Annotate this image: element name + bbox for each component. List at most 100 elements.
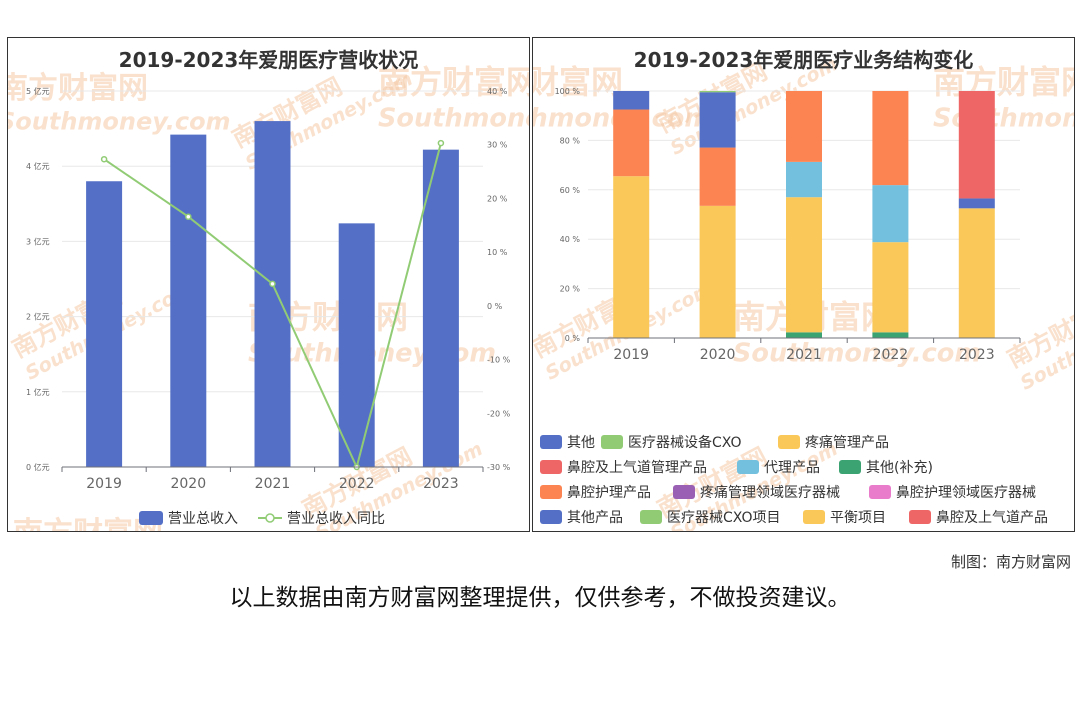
structure-bar-segment — [958, 198, 995, 209]
left-y-tick-label: 0 亿元 — [26, 462, 50, 472]
left-watermark-en: Southmoney.com — [8, 108, 231, 136]
left-x-tick-label: 2019 — [86, 476, 122, 492]
structure-bar-segment — [613, 109, 650, 177]
left-y-tick-label: 3 亿元 — [26, 236, 50, 246]
legend-label-structure: 鼻腔及上气道管理产品 — [567, 459, 707, 476]
right-y-tick-label: -10 % — [487, 356, 511, 365]
structure-bar-segment — [699, 147, 736, 206]
yoy-point — [437, 139, 445, 147]
right-y-tick-label: 60 % — [560, 186, 581, 195]
structure-bar-segment — [872, 242, 909, 333]
revenue-bar — [86, 181, 123, 468]
revenue-chart-title: 2019-2023年爱朋医疗营收状况 — [118, 48, 419, 72]
legend-swatch-structure — [640, 510, 662, 524]
right-x-tick-label: 2020 — [700, 347, 736, 363]
revenue-chart-svg: 南方财富网Southmoney.com南方财富网Southmoney.com南方… — [8, 63, 529, 531]
right-y-tick-label: -30 % — [487, 463, 511, 472]
structure-chart-panel: 南方财富网Southmoney.com南方财富网Southmoney.com南方… — [532, 37, 1075, 532]
structure-bar-segment — [958, 208, 995, 338]
right-y-tick-label: 10 % — [487, 248, 508, 257]
right-watermark-cn: 南方财富网 — [533, 63, 623, 101]
yoy-point — [185, 213, 192, 220]
yoy-point — [269, 280, 276, 288]
left-watermark-en: Southmoney.com — [378, 104, 529, 134]
legend-swatch-structure — [803, 510, 825, 524]
legend-label-revenue: 营业总收入 — [168, 511, 238, 527]
disclaimer-text: 以上数据由南方财富网整理提供，仅供参考，不做投资建议。 — [229, 585, 851, 611]
left-y-tick-label: 2 亿元 — [26, 312, 50, 322]
legend-label-structure: 代理产品 — [764, 460, 820, 476]
left-y-tick-label: 1 亿元 — [26, 387, 50, 397]
structure-bar-segment — [872, 91, 909, 186]
legend-label-structure: 鼻腔护理产品 — [567, 484, 651, 501]
legend-swatch-structure — [869, 485, 891, 499]
structure-bar-segment — [699, 205, 736, 338]
legend-label-structure: 其他 — [567, 435, 595, 451]
right-x-tick-label: 2019 — [613, 347, 649, 363]
structure-bar-segment — [613, 176, 650, 338]
legend-swatch-structure — [673, 485, 695, 499]
right-y-tick-label: 0 % — [487, 302, 503, 311]
structure-bar-segment — [958, 91, 995, 199]
legend-label-structure: 平衡项目 — [830, 510, 886, 526]
structure-chart-title: 2019-2023年爱朋医疗业务结构变化 — [633, 48, 974, 72]
left-x-tick-label: 2023 — [423, 476, 459, 492]
legend-swatch-structure — [540, 460, 562, 474]
legend-swatch-structure — [737, 460, 759, 474]
right-x-tick-label: 2022 — [873, 347, 909, 363]
structure-bar-segment — [699, 91, 736, 93]
right-watermark-cn: 南方财富网 — [933, 63, 1074, 101]
legend-swatch-structure — [540, 510, 562, 524]
structure-bar-segment — [786, 197, 822, 333]
right-y-tick-label: 100 % — [555, 87, 581, 96]
left-x-tick-label: 2020 — [170, 476, 206, 492]
legend-label-structure: 其他(补充) — [866, 460, 933, 476]
legend-swatch-revenue — [139, 511, 163, 525]
structure-bar-segment — [786, 161, 822, 198]
right-y-tick-label: 20 % — [487, 194, 508, 203]
revenue-chart-panel: 南方财富网 Southmoney.com 南方财富网 Southmoney.com 南方… — [7, 37, 530, 532]
legend-label-structure: 医疗器械设备CXO — [628, 434, 742, 451]
legend-label-structure: 医疗器械CXO项目 — [667, 510, 781, 526]
legend-label-structure: 鼻腔及上气道产品 — [936, 509, 1048, 526]
legend-label-structure: 其他产品 — [567, 510, 623, 526]
structure-chart-svg: 南方财富网Southmoney.com南方财富网Southmoney.com南方… — [533, 52, 1074, 531]
right-y-tick-label: -20 % — [487, 409, 511, 418]
chart-credit: 制图：南方财富网 — [950, 553, 1071, 571]
right-watermark-en: Southmoney.com — [733, 339, 981, 369]
right-y-tick-label: 80 % — [560, 136, 581, 145]
left-watermark-cn: 南方财富网 — [13, 516, 163, 531]
left-y-tick-label: 5 亿元 — [26, 86, 50, 96]
right-x-tick-label: 2023 — [959, 347, 995, 363]
structure-bar-segment — [872, 332, 909, 338]
legend-swatch-structure — [839, 460, 861, 474]
legend-swatch-structure — [601, 435, 623, 449]
left-x-tick-label: 2022 — [339, 476, 375, 492]
right-y-tick-label: 0 % — [565, 334, 581, 343]
structure-bar-segment — [872, 185, 909, 243]
legend-label-yoy: 营业总收入同比 — [287, 511, 385, 527]
left-x-tick-label: 2021 — [255, 476, 291, 492]
right-x-tick-label: 2021 — [786, 347, 822, 363]
structure-bar-segment — [786, 332, 822, 338]
legend-swatch-structure — [540, 485, 562, 499]
yoy-point — [100, 155, 108, 163]
revenue-bar — [170, 134, 207, 467]
revenue-bar — [422, 149, 459, 467]
structure-bar-segment — [699, 92, 736, 148]
left-watermark-cn: 南方财富网 — [378, 63, 529, 101]
right-y-tick-label: 30 % — [487, 141, 508, 150]
revenue-bar — [338, 223, 375, 467]
legend-label-structure: 鼻腔护理领域医疗器械 — [896, 484, 1036, 501]
left-y-tick-label: 4 亿元 — [26, 161, 50, 171]
legend-label-structure: 疼痛管理产品 — [805, 434, 889, 451]
right-y-tick-label: 20 % — [560, 285, 581, 294]
legend-swatch-yoy-point — [265, 513, 275, 523]
legend-swatch-structure — [540, 435, 562, 449]
